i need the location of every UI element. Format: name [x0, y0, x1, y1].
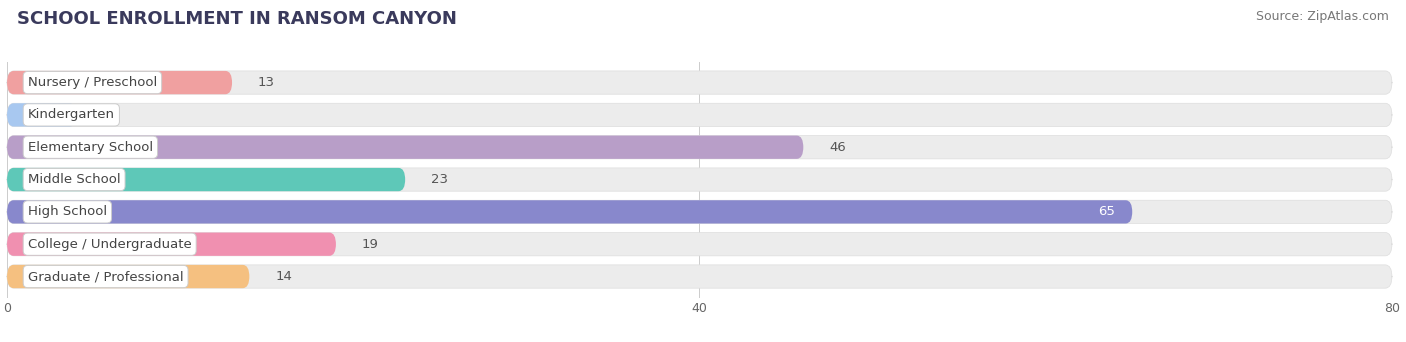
Text: Kindergarten: Kindergarten [28, 108, 115, 121]
Text: Middle School: Middle School [28, 173, 121, 186]
FancyBboxPatch shape [7, 135, 1392, 159]
FancyBboxPatch shape [7, 233, 336, 256]
FancyBboxPatch shape [7, 233, 1392, 256]
Text: Source: ZipAtlas.com: Source: ZipAtlas.com [1256, 10, 1389, 23]
Text: 19: 19 [361, 238, 378, 251]
FancyBboxPatch shape [7, 135, 803, 159]
FancyBboxPatch shape [7, 168, 1392, 191]
FancyBboxPatch shape [7, 200, 1132, 224]
FancyBboxPatch shape [7, 200, 1392, 224]
FancyBboxPatch shape [7, 265, 1392, 288]
Text: 4: 4 [103, 108, 111, 121]
Text: 46: 46 [830, 141, 846, 154]
Text: Nursery / Preschool: Nursery / Preschool [28, 76, 157, 89]
FancyBboxPatch shape [7, 71, 1392, 94]
Text: 23: 23 [432, 173, 449, 186]
FancyBboxPatch shape [7, 103, 76, 127]
Text: 14: 14 [276, 270, 292, 283]
Text: Elementary School: Elementary School [28, 141, 153, 154]
FancyBboxPatch shape [7, 168, 405, 191]
Text: 13: 13 [259, 76, 276, 89]
Text: College / Undergraduate: College / Undergraduate [28, 238, 191, 251]
Text: 65: 65 [1098, 206, 1115, 219]
Text: High School: High School [28, 206, 107, 219]
Text: Graduate / Professional: Graduate / Professional [28, 270, 183, 283]
Text: SCHOOL ENROLLMENT IN RANSOM CANYON: SCHOOL ENROLLMENT IN RANSOM CANYON [17, 10, 457, 28]
FancyBboxPatch shape [7, 103, 1392, 127]
FancyBboxPatch shape [7, 265, 249, 288]
FancyBboxPatch shape [7, 71, 232, 94]
